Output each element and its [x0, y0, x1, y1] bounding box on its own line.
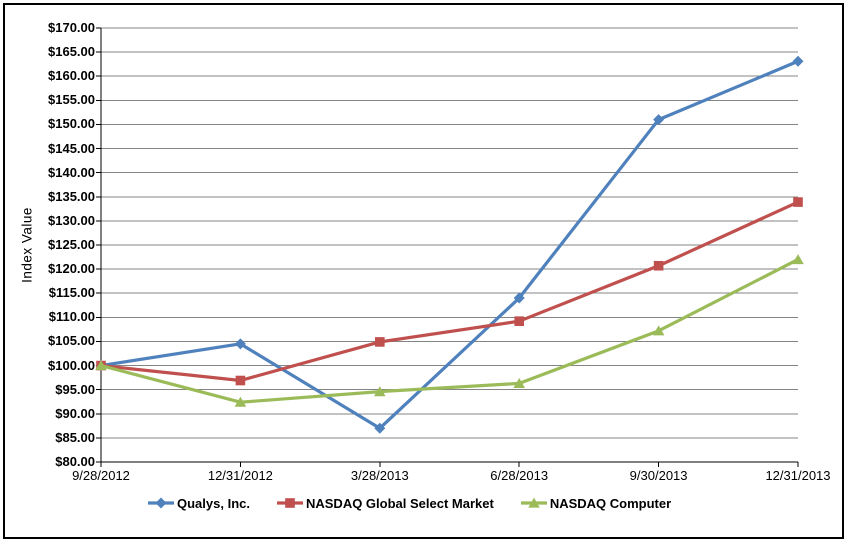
legend-label: Qualys, Inc.: [177, 495, 250, 511]
y-tick-label: $90.00: [55, 405, 95, 421]
y-tick-label: $130.00: [48, 212, 95, 228]
y-tick-label: $150.00: [48, 116, 95, 132]
y-tick-label: $95.00: [55, 381, 95, 397]
legend-label: NASDAQ Global Select Market: [305, 495, 494, 511]
legend: Qualys, Inc. NASDAQ Global Select Market N…: [148, 495, 671, 511]
x-tick-label: 6/28/2013: [490, 468, 549, 483]
x-tick-label: 9/28/2012: [72, 468, 130, 483]
legend-label: NASDAQ Computer: [549, 495, 672, 511]
plot-area: [95, 27, 804, 467]
y-tick-label: $80.00: [55, 454, 95, 469]
x-tick-label: 12/31/2012: [207, 468, 273, 483]
y-axis-labels: $170.00 $165.00 $160.00 $155.00 $150.00 $145.…: [0, 0, 95, 547]
x-tick-label: 12/31/2013: [765, 468, 831, 483]
chart-canvas: [95, 27, 804, 467]
legend-item: Qualys, Inc.: [148, 495, 250, 511]
y-tick-label: $140.00: [48, 164, 95, 180]
y-tick-label: $145.00: [48, 140, 95, 156]
legend-square-marker-icon: [276, 498, 303, 508]
y-tick-label: $155.00: [48, 92, 95, 108]
legend-item: NASDAQ Computer: [520, 495, 672, 511]
y-tick-label: $110.00: [48, 309, 95, 325]
y-tick-label: $170.00: [48, 20, 95, 35]
y-tick-label: $105.00: [48, 333, 95, 349]
y-tick-label: $125.00: [48, 237, 95, 252]
legend-diamond-marker-icon: [148, 497, 174, 509]
y-tick-label: $120.00: [48, 261, 95, 277]
y-tick-label: $160.00: [48, 68, 95, 84]
x-tick-label: 9/30/2013: [629, 468, 688, 483]
y-tick-label: $85.00: [55, 429, 95, 445]
legend-triangle-marker-icon: [520, 497, 547, 508]
y-tick-label: $115.00: [48, 285, 95, 301]
legend-item: NASDAQ Global Select Market: [276, 495, 494, 511]
x-tick-label: 3/28/2013: [350, 468, 409, 483]
y-tick-label: $100.00: [48, 357, 95, 373]
y-tick-label: $165.00: [48, 44, 95, 60]
y-tick-label: $135.00: [48, 188, 95, 204]
